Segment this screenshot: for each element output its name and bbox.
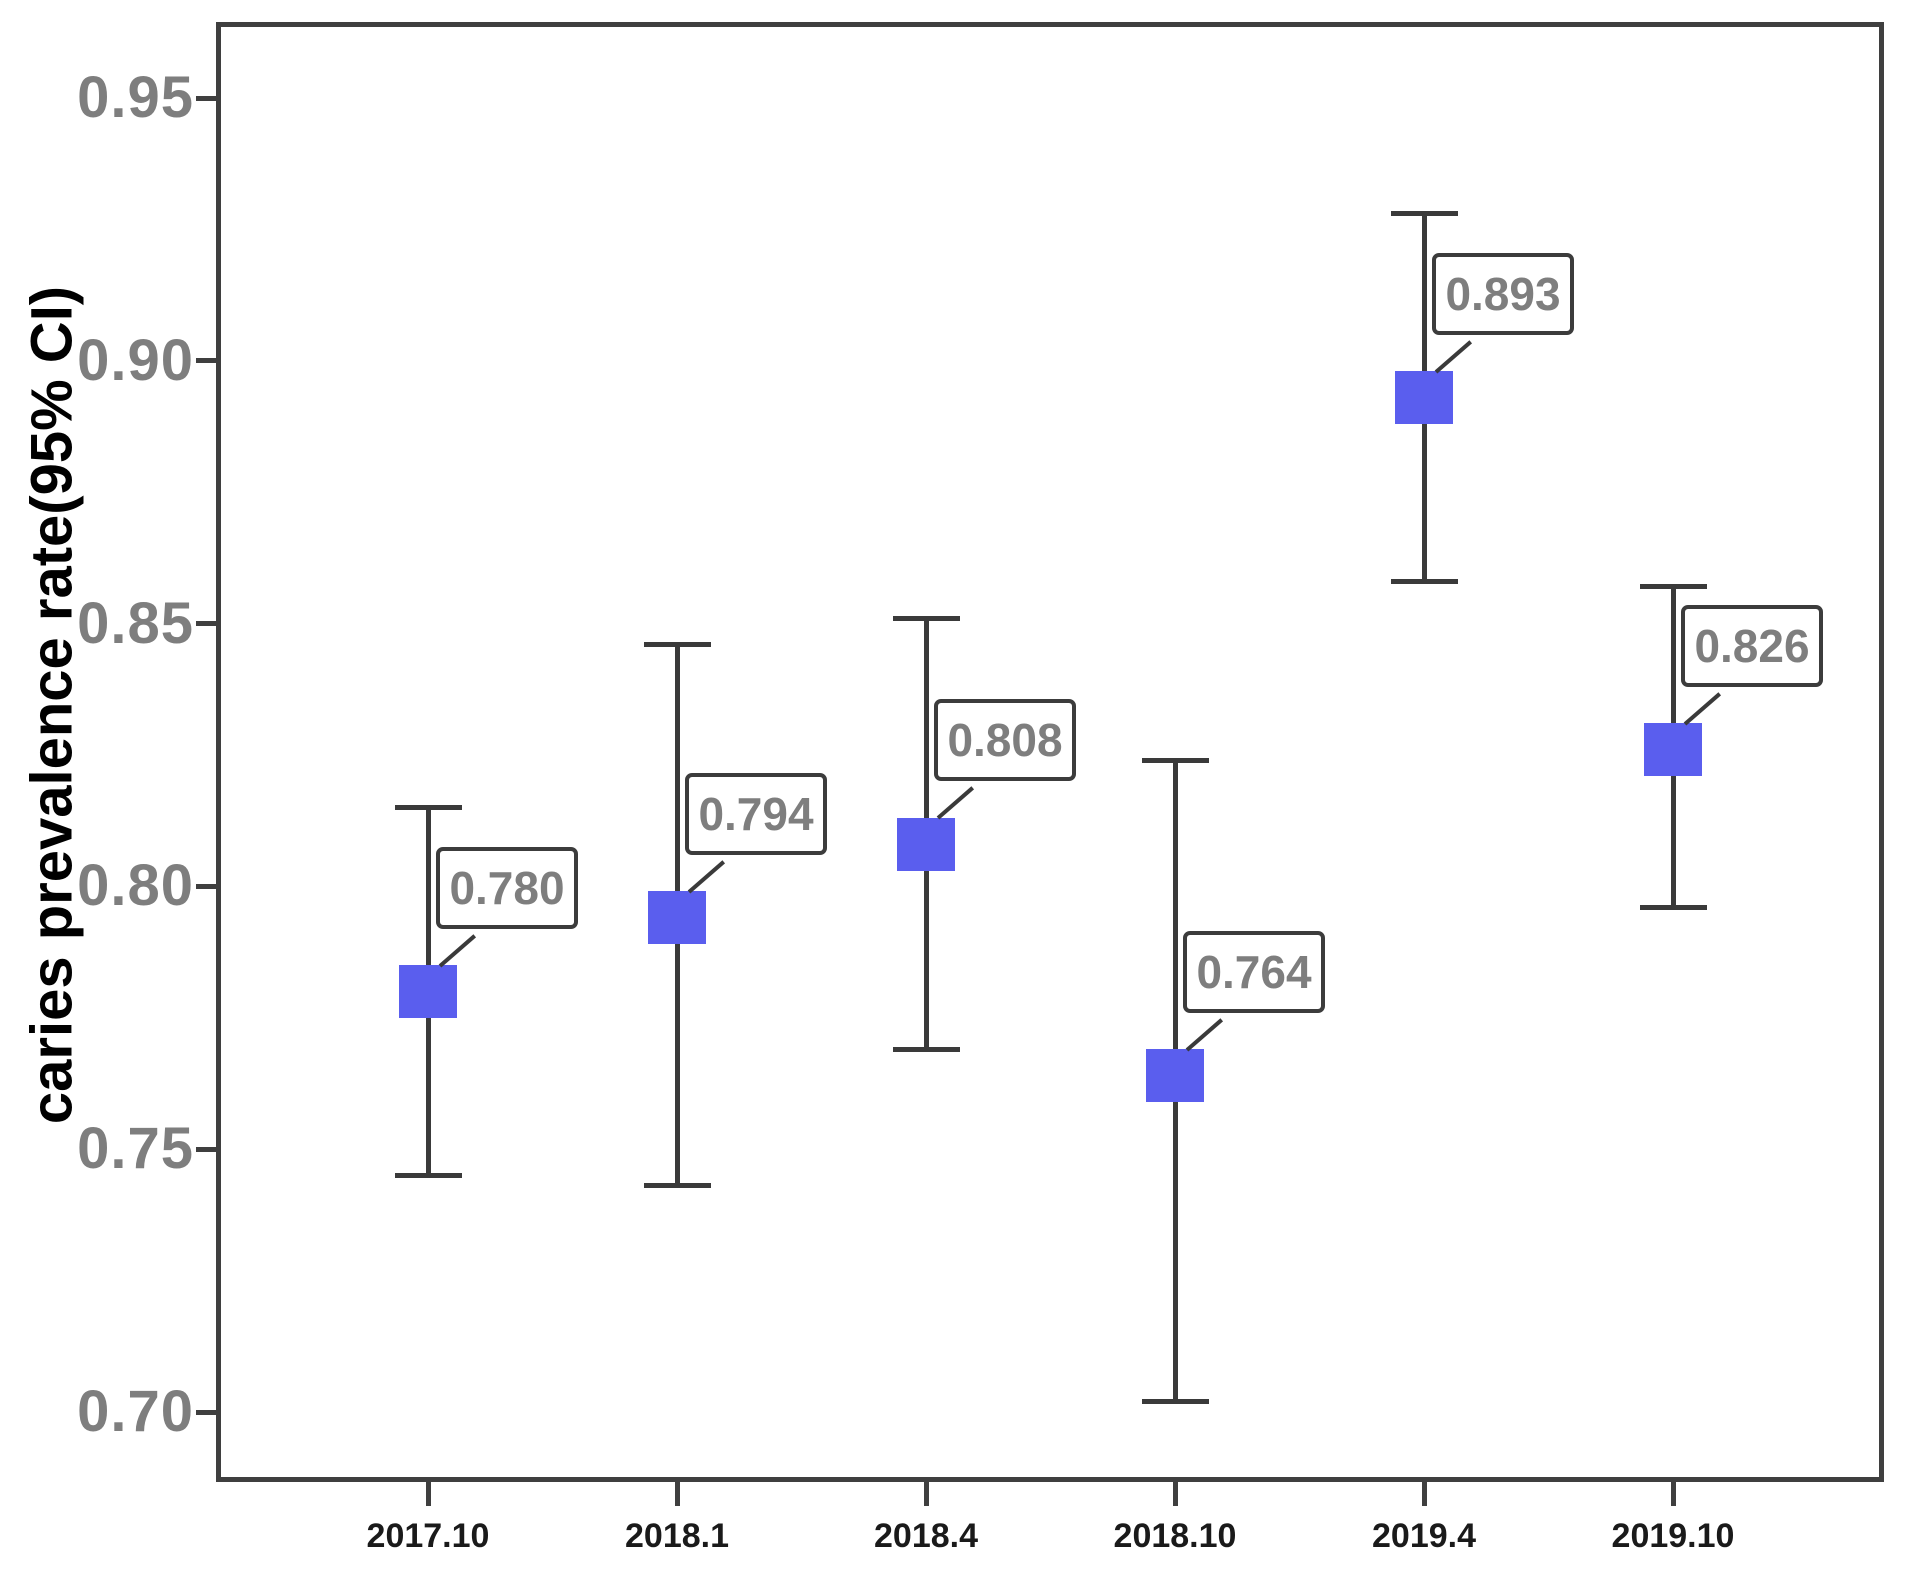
ci-lower-cap [1390,579,1458,585]
x-axis-tick [425,1482,431,1506]
y-tick-label: 0.85 [77,590,194,656]
value-label-box: 0.780 [436,846,578,929]
x-axis-tick [1421,1482,1427,1506]
ci-lower-cap [1639,904,1707,910]
data-point-marker [1395,371,1453,425]
y-axis-tick [196,95,218,101]
value-label-box: 0.794 [685,772,827,855]
y-axis-tick [196,1146,218,1152]
y-axis-tick [196,883,218,889]
ci-upper-cap [1639,584,1707,590]
y-axis-title: caries prevalence rate(95% CI) [19,285,85,1125]
y-tick-label: 0.70 [77,1379,194,1444]
y-axis-tick [196,1409,218,1415]
x-tick-label: 2018.1 [625,1517,729,1555]
x-tick-label: 2018.4 [874,1517,978,1555]
ci-lower-cap [643,1183,711,1189]
data-point-marker [648,891,706,945]
x-axis-tick [923,1482,929,1506]
y-tick-label: 0.80 [77,853,194,919]
x-tick-label: 2019.10 [1611,1517,1735,1555]
ci-upper-cap [1390,211,1458,217]
ci-upper-cap [1141,757,1209,763]
ci-upper-cap [394,805,462,811]
x-tick-label: 2019.4 [1372,1517,1476,1555]
y-tick-label: 0.90 [77,327,194,393]
x-axis-tick [1670,1482,1676,1506]
ci-upper-cap [892,615,960,621]
value-label-box: 0.826 [1681,604,1823,687]
value-label-box: 0.764 [1183,930,1325,1013]
data-point-marker [1644,723,1702,777]
x-axis-tick [1172,1482,1178,1506]
value-label-box: 0.808 [934,699,1076,782]
x-axis-tick [674,1482,680,1506]
data-point-marker [897,817,955,871]
ci-lower-cap [394,1172,462,1178]
ci-lower-cap [892,1046,960,1052]
x-tick-label: 2017.10 [366,1517,490,1555]
ci-upper-cap [643,642,711,648]
y-axis-tick [196,621,218,627]
y-axis-tick [196,358,218,364]
x-tick-label: 2018.10 [1113,1517,1237,1555]
y-tick-label: 0.95 [77,65,194,130]
ci-lower-cap [1141,1398,1209,1404]
y-tick-label: 0.75 [77,1116,194,1182]
data-point-marker [399,965,457,1019]
value-label-box: 0.893 [1432,252,1574,335]
data-point-marker [1146,1049,1204,1103]
